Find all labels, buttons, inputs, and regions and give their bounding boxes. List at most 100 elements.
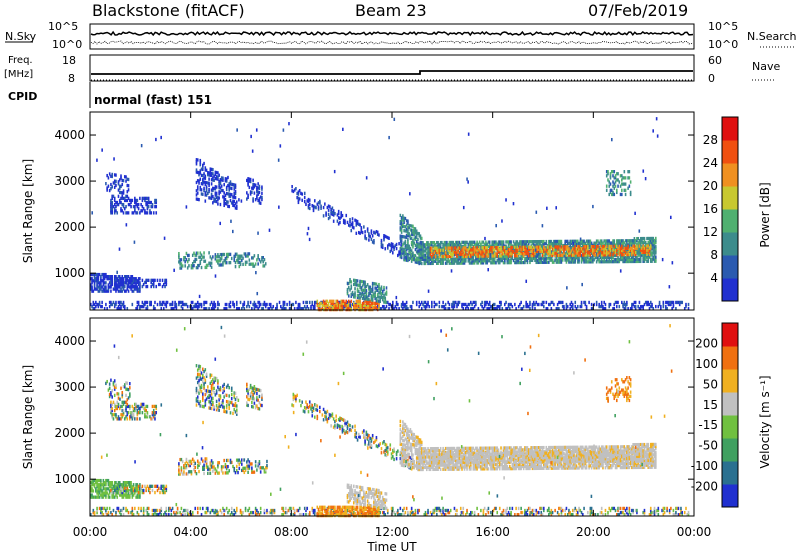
power-data-cell bbox=[500, 300, 502, 305]
power-data-cell bbox=[621, 192, 623, 197]
vel-data-cell bbox=[121, 508, 124, 513]
power-data-cell bbox=[380, 307, 383, 311]
power-data-cell bbox=[442, 304, 444, 309]
power-data-cell bbox=[121, 279, 124, 283]
vel-data-cell bbox=[98, 506, 101, 511]
power-data-cell bbox=[501, 244, 504, 248]
power-data-cell bbox=[191, 300, 194, 305]
power-data-cell bbox=[481, 250, 483, 254]
power-data-cell bbox=[285, 307, 287, 311]
power-data-cell bbox=[431, 304, 433, 309]
power-data-cell bbox=[492, 302, 495, 307]
power-data-cell bbox=[214, 176, 217, 181]
power-data-cell bbox=[384, 247, 387, 251]
power-data-cell bbox=[135, 200, 137, 205]
power-data-cell bbox=[546, 251, 549, 255]
power-data-cell bbox=[589, 245, 592, 250]
power-data-cell bbox=[134, 279, 136, 283]
power-data-cell bbox=[351, 302, 354, 307]
vel-data-cell bbox=[102, 513, 105, 517]
power-data-cell bbox=[227, 200, 229, 204]
power-data-cell bbox=[603, 307, 605, 311]
power-data-cell bbox=[404, 216, 407, 221]
vel-data-cell bbox=[273, 510, 276, 515]
vel-data-cell bbox=[217, 513, 219, 517]
power-data-cell bbox=[441, 240, 443, 245]
power-data-cell bbox=[91, 211, 94, 215]
power-data-cell bbox=[566, 304, 569, 309]
power-data-cell bbox=[555, 239, 558, 244]
power-data-cell bbox=[563, 245, 565, 249]
power-data-cell bbox=[649, 304, 652, 309]
power-data-cell bbox=[113, 302, 116, 307]
power-data-cell bbox=[443, 245, 446, 249]
power-data-cell bbox=[598, 251, 600, 255]
power-data-cell bbox=[467, 242, 470, 247]
power-data-cell bbox=[417, 243, 419, 247]
power-data-cell bbox=[541, 302, 544, 307]
vel-data-cell bbox=[117, 508, 120, 513]
power-data-cell bbox=[584, 251, 587, 255]
power-data-cell bbox=[551, 247, 554, 251]
power-data-cell bbox=[115, 173, 117, 177]
power-data-cell bbox=[529, 252, 531, 256]
nsky-trace bbox=[90, 30, 694, 37]
power-data-cell bbox=[638, 253, 641, 257]
power-data-cell bbox=[600, 241, 603, 245]
power-data-cell bbox=[432, 241, 434, 245]
power-data-cell bbox=[335, 299, 337, 303]
power-data-cell bbox=[383, 236, 385, 240]
power-data-cell bbox=[213, 174, 215, 178]
power-data-cell bbox=[600, 239, 603, 243]
power-data-cell bbox=[442, 300, 444, 305]
power-data-cell bbox=[130, 278, 132, 282]
power-data-cell bbox=[210, 167, 213, 172]
power-data-cell bbox=[434, 251, 437, 255]
power-data-cell bbox=[619, 174, 622, 178]
power-data-cell bbox=[428, 245, 431, 249]
power-data-cell bbox=[507, 304, 510, 309]
power-data-cell bbox=[534, 251, 536, 256]
power-data-cell bbox=[354, 303, 356, 308]
power-data-cell bbox=[332, 301, 335, 306]
power-data-cell bbox=[576, 239, 579, 243]
power-data-cell bbox=[622, 182, 624, 186]
power-data-cell bbox=[342, 301, 345, 306]
vel-data-cell bbox=[168, 508, 170, 513]
power-data-cell bbox=[521, 242, 524, 246]
power-data-cell bbox=[113, 185, 116, 189]
power-data-cell bbox=[501, 242, 504, 246]
power-data-cell bbox=[638, 241, 641, 245]
power-data-cell bbox=[600, 258, 603, 262]
power-data-cell bbox=[524, 256, 526, 261]
power-data-cell bbox=[424, 300, 427, 305]
power-data-cell bbox=[519, 251, 521, 256]
power-data-cell bbox=[194, 259, 197, 264]
power-data-cell bbox=[244, 254, 247, 258]
power-data-cell bbox=[238, 256, 241, 260]
power-data-cell bbox=[331, 210, 334, 214]
power-data-cell bbox=[120, 282, 122, 287]
power-data-cell bbox=[451, 302, 453, 307]
power-data-cell bbox=[434, 248, 437, 253]
power-data-cell bbox=[111, 185, 113, 189]
power-data-cell bbox=[427, 289, 430, 293]
power-data-cell bbox=[423, 255, 426, 259]
power-data-cell bbox=[93, 277, 96, 281]
power-data-cell bbox=[564, 245, 566, 249]
power-data-cell bbox=[618, 304, 621, 309]
power-data-cell bbox=[553, 260, 555, 264]
power-data-cell bbox=[237, 258, 239, 263]
power-data-cell bbox=[495, 252, 497, 256]
power-data-cell bbox=[258, 201, 261, 205]
power-data-cell bbox=[529, 260, 531, 265]
power-data-cell bbox=[500, 250, 502, 254]
power-ylabel: Slant Range [km] bbox=[21, 159, 35, 263]
power-data-cell bbox=[462, 259, 465, 263]
power-data-cell bbox=[404, 258, 407, 262]
vel-data-cell bbox=[92, 508, 95, 513]
power-data-cell bbox=[118, 178, 121, 182]
power-data-cell bbox=[615, 300, 618, 305]
power-data-cell bbox=[417, 260, 419, 265]
power-data-cell bbox=[349, 280, 351, 284]
